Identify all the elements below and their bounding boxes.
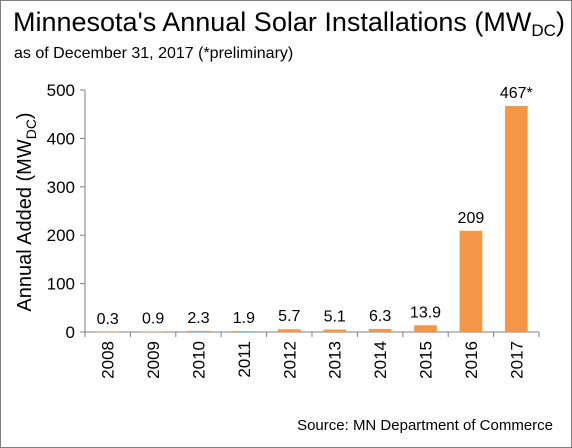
bar-2012 bbox=[277, 329, 301, 332]
bar-2017 bbox=[504, 105, 528, 332]
chart-title-text: Minnesota's Annual Solar Installations (… bbox=[13, 7, 532, 37]
chart-subtitle: as of December 31, 2017 (*preliminary) bbox=[14, 45, 294, 62]
data-label-2008: 0.3 bbox=[97, 311, 119, 328]
x-tick-label-2016: 2016 bbox=[462, 341, 481, 379]
y-tick-label: 500 bbox=[47, 81, 75, 100]
x-tick-label-2010: 2010 bbox=[190, 341, 209, 379]
bar-2015 bbox=[414, 325, 437, 332]
data-label-2012: 5.7 bbox=[278, 308, 300, 325]
x-tick-label-2009: 2009 bbox=[144, 341, 163, 379]
y-axis-label-group: Annual Added (MWDC) bbox=[14, 112, 39, 311]
data-label-2017: 467* bbox=[500, 85, 533, 102]
source-note: Source: MN Department of Commerce bbox=[297, 417, 553, 434]
bar-2008 bbox=[96, 331, 120, 333]
x-tick-label-2012: 2012 bbox=[280, 341, 299, 379]
x-tick-label-2008: 2008 bbox=[99, 341, 118, 379]
data-label-2016: 209 bbox=[458, 210, 485, 227]
y-axis-label: Annual Added (MWDC) bbox=[14, 112, 39, 311]
chart-title-subscript: DC bbox=[531, 21, 556, 40]
y-axis-label-text: Annual Added (MW bbox=[14, 139, 36, 311]
bar-2011 bbox=[232, 331, 256, 332]
x-tick-label-2015: 2015 bbox=[417, 341, 436, 379]
bar-2013 bbox=[323, 329, 347, 332]
chart-title-close: ) bbox=[555, 7, 565, 37]
data-label-2010: 2.3 bbox=[187, 310, 209, 327]
y-tick-label: 300 bbox=[47, 178, 75, 197]
data-label-2015: 13.9 bbox=[410, 304, 441, 321]
bar-2016 bbox=[459, 230, 483, 332]
bars bbox=[96, 105, 528, 333]
bar-2014 bbox=[368, 328, 392, 332]
x-tick-label-2011: 2011 bbox=[235, 341, 254, 378]
x-tick-labels: 2008 2009 2010 2011 2012 2013 2014 2015 2016 2017 bbox=[99, 341, 527, 379]
y-tick-label: 400 bbox=[47, 129, 75, 148]
y-axis-label-subscript: DC bbox=[23, 119, 39, 139]
data-labels: 0.3 0.9 2.3 1.9 5.7 5.1 6.3 13.9 209 467* bbox=[97, 85, 533, 328]
y-tick-label: 100 bbox=[47, 275, 75, 294]
bar-2009 bbox=[141, 331, 165, 333]
data-label-2014: 6.3 bbox=[369, 308, 391, 325]
x-tick-label-2013: 2013 bbox=[326, 341, 345, 379]
bar-2010 bbox=[187, 330, 210, 332]
data-label-2011: 1.9 bbox=[233, 310, 255, 327]
chart-title: Minnesota's Annual Solar Installations (… bbox=[13, 7, 565, 41]
y-tick-label: 0 bbox=[66, 323, 75, 342]
y-axis-label-close: ) bbox=[14, 112, 36, 119]
y-tick-labels: 0 100 200 300 400 500 bbox=[47, 81, 75, 342]
data-label-2009: 0.9 bbox=[142, 311, 164, 328]
x-tick-label-2014: 2014 bbox=[371, 341, 390, 379]
x-tick-label-2017: 2017 bbox=[507, 341, 526, 379]
y-tick-label: 200 bbox=[47, 226, 75, 245]
data-label-2013: 5.1 bbox=[324, 309, 346, 326]
